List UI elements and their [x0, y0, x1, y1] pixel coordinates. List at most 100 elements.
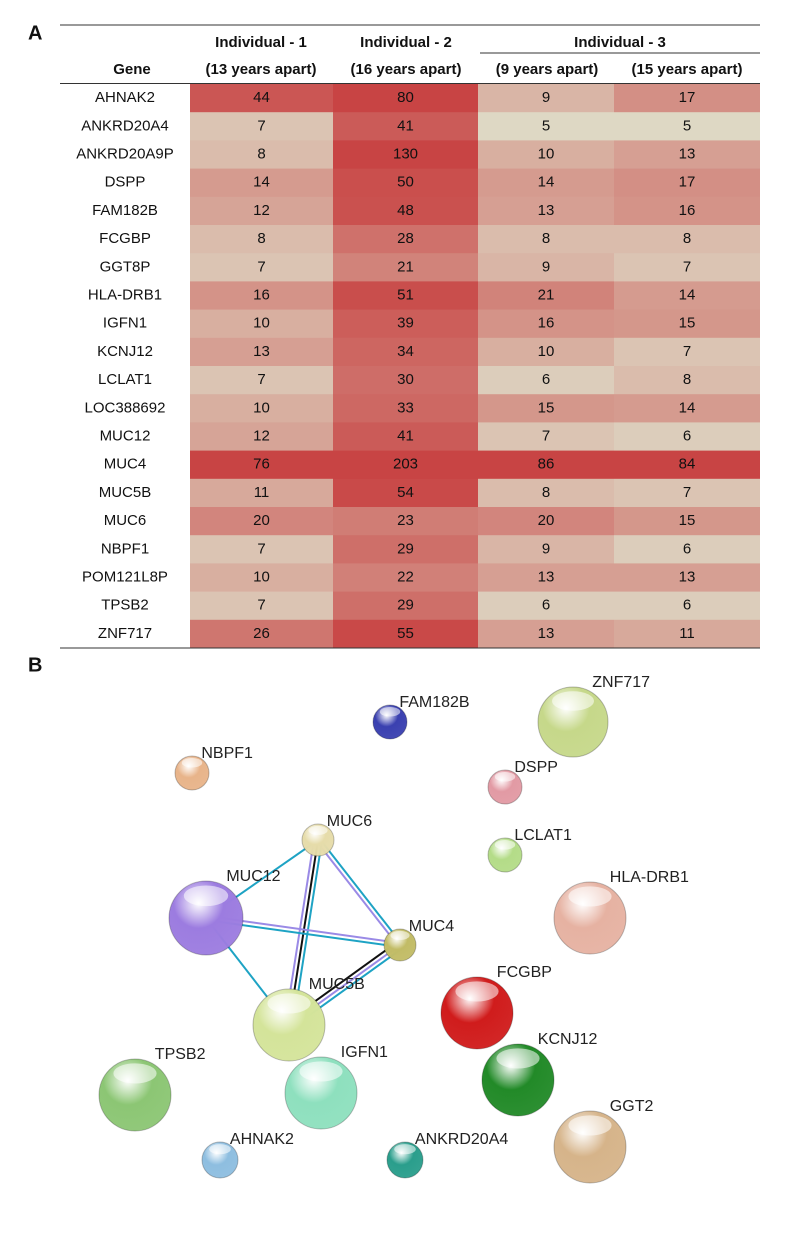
gene-name: AHNAK2 [95, 89, 155, 106]
cell-bg [333, 591, 478, 621]
cell-value: 86 [538, 456, 555, 473]
cell-value: 15 [679, 512, 696, 529]
gene-name: MUC4 [104, 456, 147, 473]
cell-value: 6 [683, 597, 691, 614]
cell-value: 26 [253, 625, 270, 642]
cell-value: 11 [679, 625, 695, 642]
cell-bg [190, 140, 333, 170]
node-shine [455, 981, 499, 1002]
cell-bg [333, 84, 478, 113]
cell-value: 10 [538, 145, 555, 162]
cell-bg [333, 422, 478, 452]
edge [318, 838, 403, 945]
cell-bg [614, 84, 760, 113]
cell-bg [333, 253, 478, 282]
cell-value: 14 [679, 399, 696, 416]
node-shine [494, 840, 516, 850]
edge [315, 840, 400, 947]
cell-value: 8 [257, 145, 265, 162]
cell-bg [333, 225, 478, 254]
cell-bg [614, 563, 760, 593]
gene-name: LOC388692 [85, 399, 166, 416]
cell-value: 29 [397, 540, 414, 557]
cell-bg [478, 196, 614, 226]
cell-value: 84 [679, 456, 696, 473]
node-shine [113, 1063, 157, 1084]
node-shine [267, 993, 311, 1014]
cell-value: 34 [397, 343, 414, 360]
subheader: (16 years apart) [351, 61, 462, 78]
cell-value: 16 [538, 315, 555, 332]
cell-value: 7 [257, 117, 265, 134]
cell-bg [478, 225, 614, 254]
node-label: FAM182B [399, 694, 469, 711]
cell-bg [614, 337, 760, 367]
cell-value: 6 [683, 427, 691, 444]
cell-bg [333, 309, 478, 339]
node-shine [181, 758, 203, 768]
node-label: KCNJ12 [538, 1031, 598, 1048]
cell-bg [190, 450, 333, 480]
cell-value: 7 [683, 343, 691, 360]
node-label: MUC6 [327, 813, 372, 830]
cell-value: 10 [253, 399, 270, 416]
node-shine [552, 691, 594, 711]
node-shine [496, 1048, 540, 1069]
cell-bg [190, 112, 333, 141]
cell-value: 17 [679, 174, 696, 191]
cell-bg [190, 563, 333, 593]
cell-value: 39 [397, 315, 414, 332]
header: Gene [113, 61, 151, 78]
cell-value: 16 [679, 202, 696, 219]
cell-bg [478, 450, 614, 480]
subheader: (13 years apart) [206, 61, 317, 78]
gene-name: FAM182B [92, 202, 158, 219]
cell-value: 30 [397, 371, 414, 388]
cell-value: 8 [257, 230, 265, 247]
cell-value: 17 [679, 89, 696, 106]
node-shine [379, 707, 401, 717]
cell-value: 10 [253, 315, 270, 332]
node-label: MUC5B [309, 976, 365, 993]
node-label: ZNF717 [592, 674, 650, 691]
cell-bg [190, 309, 333, 339]
cell-value: 20 [538, 512, 555, 529]
cell-bg [190, 591, 333, 621]
cell-value: 7 [683, 258, 691, 275]
cell-bg [614, 196, 760, 226]
node-label: TPSB2 [155, 1046, 206, 1063]
cell-value: 11 [254, 484, 270, 501]
node-shine [394, 1144, 416, 1155]
node-label: ANKRD20A4 [415, 1131, 508, 1148]
cell-value: 5 [542, 117, 550, 134]
gene-name: HLA-DRB1 [88, 286, 162, 303]
cell-bg [333, 563, 478, 593]
cell-bg [478, 337, 614, 367]
cell-bg [478, 366, 614, 395]
cell-bg [190, 535, 333, 564]
cell-bg [614, 591, 760, 621]
gene-name: ANKRD20A4 [81, 117, 169, 134]
cell-value: 9 [542, 540, 550, 557]
cell-value: 15 [679, 315, 696, 332]
node-label: AHNAK2 [230, 1131, 294, 1148]
node-shine [308, 825, 328, 835]
cell-value: 21 [397, 258, 414, 275]
cell-bg [614, 366, 760, 395]
cell-bg [478, 309, 614, 339]
cell-bg [478, 253, 614, 282]
cell-value: 41 [397, 117, 414, 134]
cell-bg [478, 478, 614, 508]
gene-name: TPSB2 [101, 597, 149, 614]
node-shine [568, 1115, 612, 1136]
cell-bg [478, 112, 614, 141]
cell-value: 14 [538, 174, 555, 191]
cell-value: 130 [393, 145, 418, 162]
cell-value: 8 [683, 230, 691, 247]
cell-value: 22 [397, 568, 414, 585]
cell-value: 12 [253, 202, 270, 219]
cell-bg [614, 225, 760, 254]
node-label: GGT2 [610, 1098, 654, 1115]
node-label: HLA-DRB1 [610, 869, 689, 886]
cell-value: 6 [542, 597, 550, 614]
